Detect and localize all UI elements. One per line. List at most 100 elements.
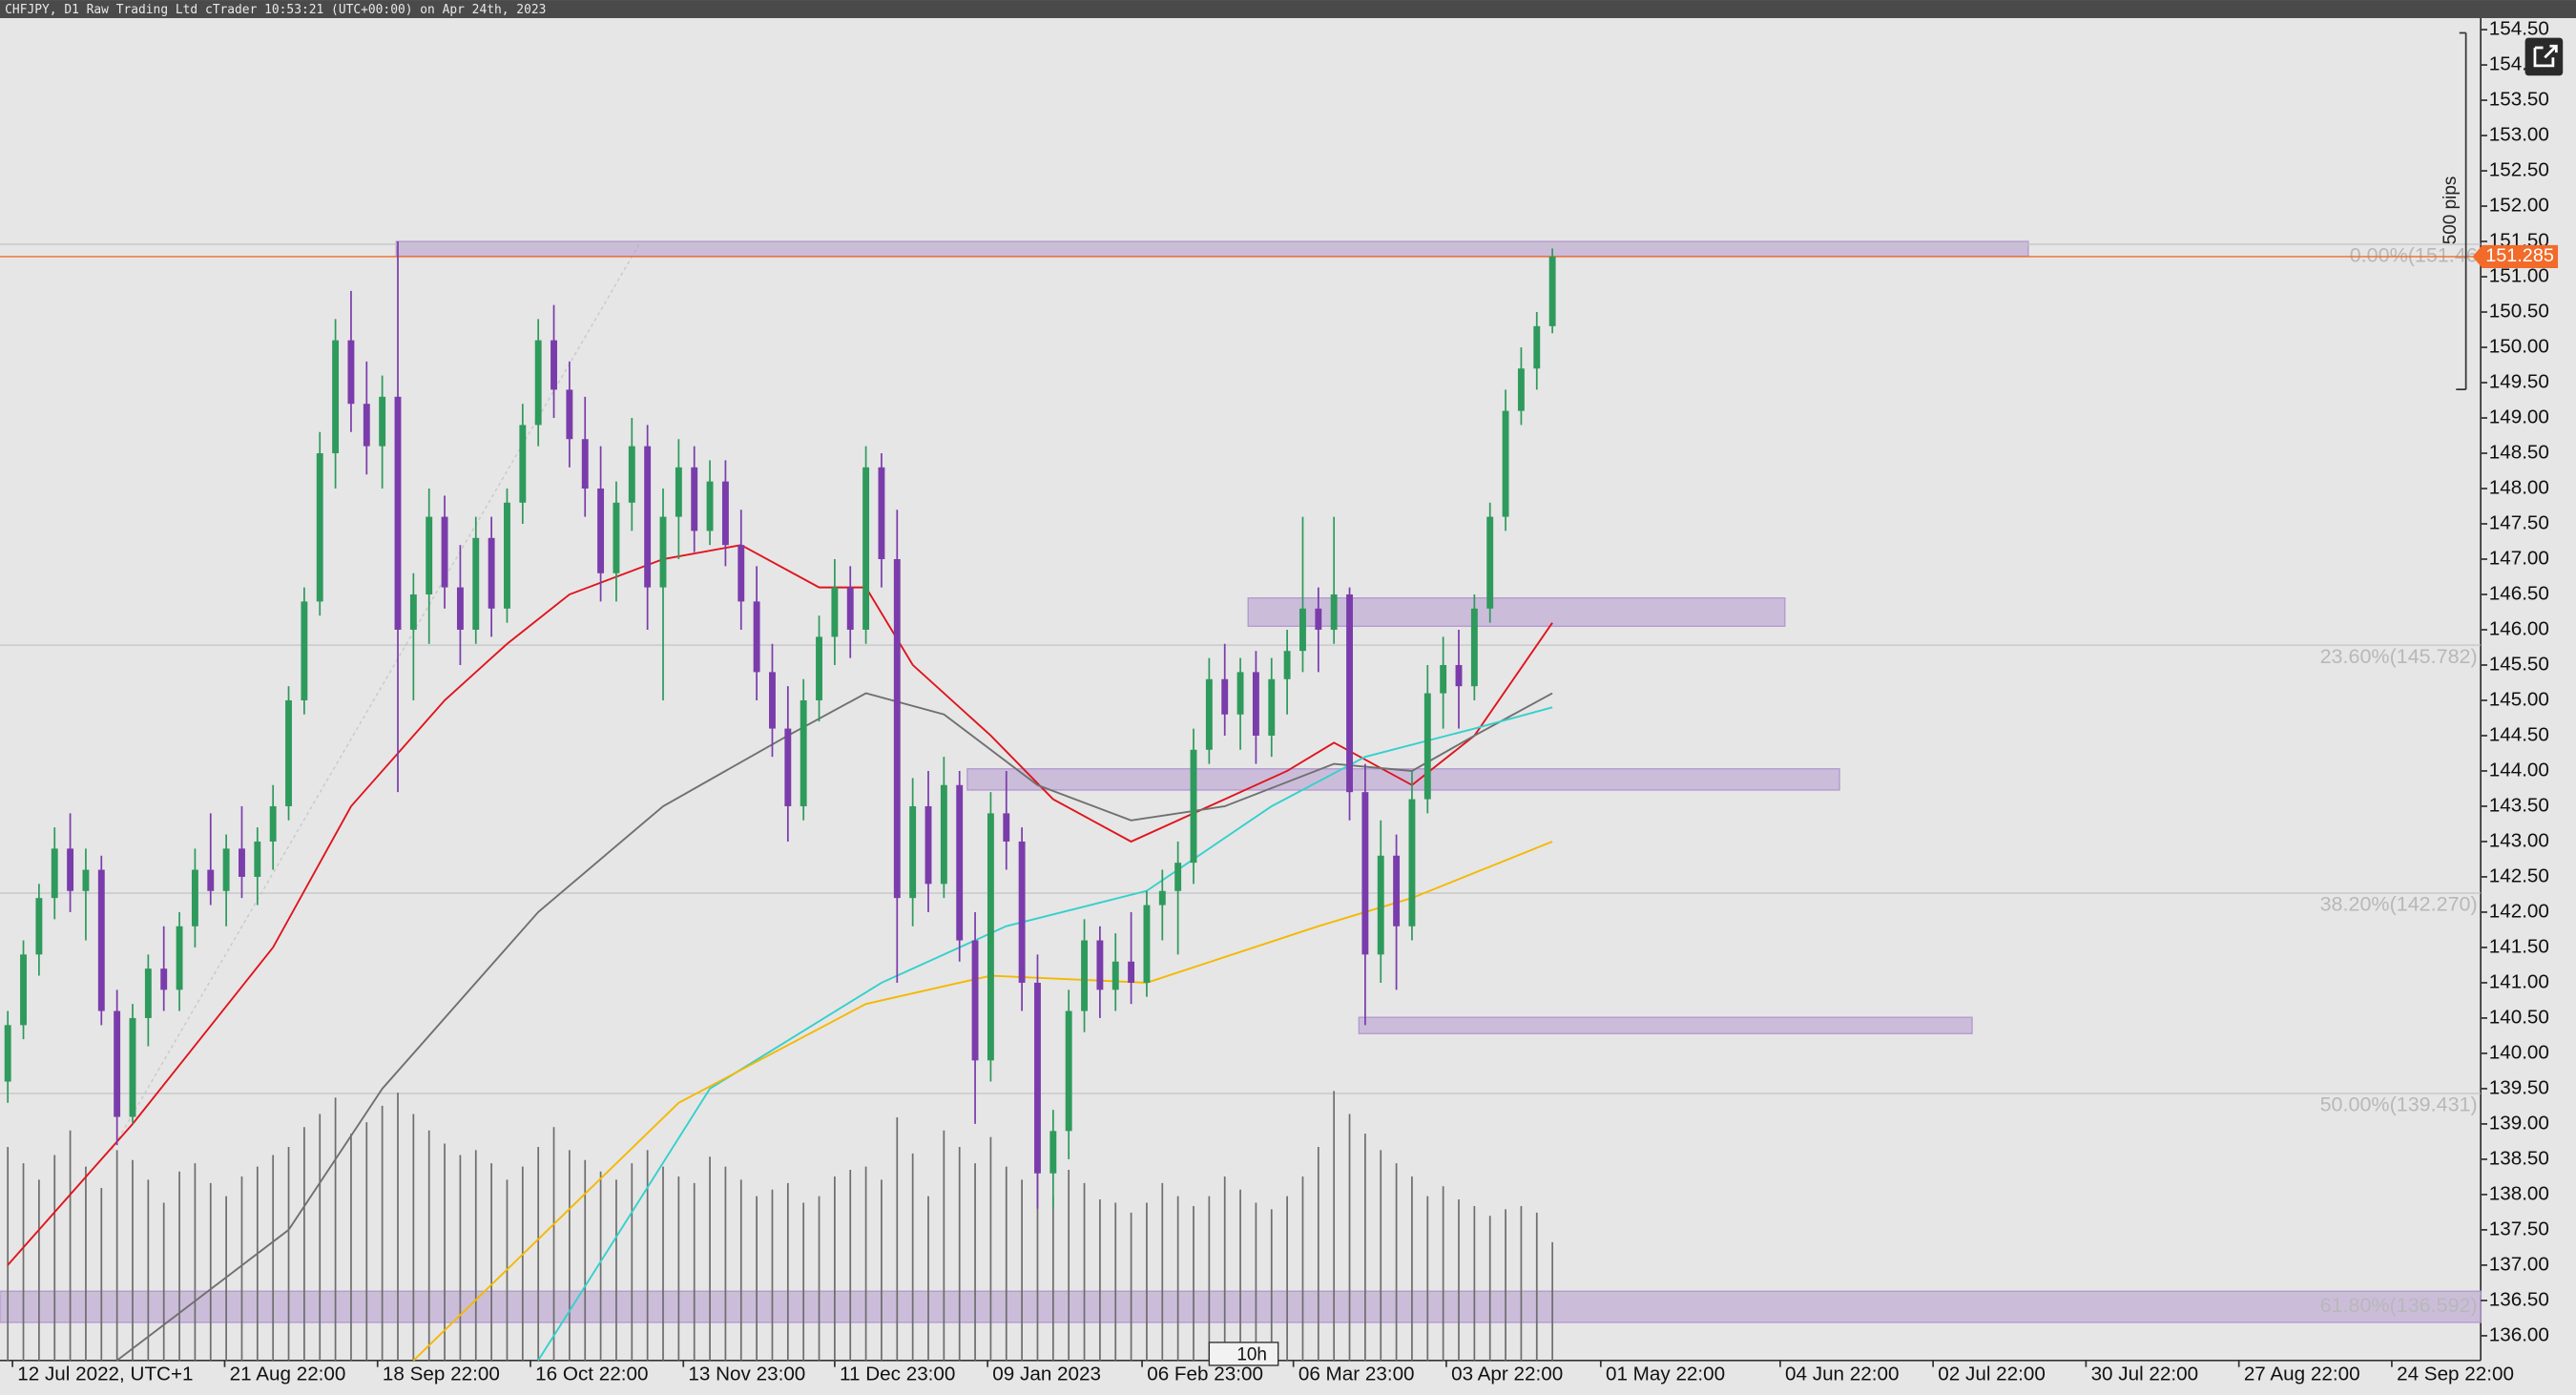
- candle-body: [1081, 940, 1088, 1011]
- countdown: 10h: [1236, 1345, 1267, 1365]
- x-tick-label: 27 Aug 22:00: [2244, 1364, 2360, 1385]
- candle-body: [1346, 593, 1353, 793]
- x-tick-label: 09 Jan 2023: [992, 1364, 1101, 1385]
- y-tick-label: 147.50: [2489, 511, 2549, 533]
- candle-body: [1158, 890, 1166, 906]
- candle-body: [222, 848, 230, 891]
- candle-body: [1018, 841, 1026, 983]
- candle-body: [956, 784, 964, 941]
- candle-body: [82, 869, 90, 891]
- candle-body: [51, 848, 58, 899]
- candle-body: [924, 805, 932, 885]
- candle-body: [721, 481, 729, 546]
- x-tick-label: 02 Jul 22:00: [1938, 1364, 2046, 1385]
- fib-label: 61.80%(136.592): [2320, 1294, 2478, 1317]
- y-tick-label: 152.00: [2489, 194, 2549, 216]
- y-tick-label: 145.00: [2489, 688, 2549, 710]
- x-tick-label: 04 Jun 22:00: [1785, 1364, 1899, 1385]
- candle-body: [691, 467, 698, 531]
- y-tick-label: 139.00: [2489, 1112, 2549, 1134]
- candle-body: [1455, 664, 1463, 687]
- candle-body: [1283, 651, 1291, 679]
- y-tick-label: 145.50: [2489, 653, 2549, 675]
- candle-body: [1268, 678, 1276, 736]
- candle-body: [97, 869, 105, 1011]
- candle-body: [1470, 608, 1478, 687]
- candle-body: [316, 453, 323, 602]
- x-tick-label: 30 Jul 22:00: [2091, 1364, 2199, 1385]
- candle-body: [1111, 961, 1119, 990]
- candle-body: [129, 1017, 136, 1117]
- popout-button[interactable]: [2524, 37, 2564, 76]
- y-tick-label: 147.00: [2489, 547, 2549, 569]
- candle-body: [1315, 608, 1322, 630]
- moving-average: [537, 706, 1553, 1362]
- candle-body: [488, 537, 495, 609]
- candle-body: [35, 898, 43, 955]
- x-tick-label: 21 Aug 22:00: [230, 1364, 346, 1385]
- candle-body: [1548, 256, 1556, 326]
- header-title: CHFJPY, D1 Raw Trading Ltd cTrader 10:53…: [5, 3, 546, 17]
- y-tick-label: 149.00: [2489, 406, 2549, 427]
- candle-body: [706, 481, 714, 531]
- x-tick-label: 06 Mar 23:00: [1298, 1364, 1415, 1385]
- fib-trend-line: [111, 240, 642, 1151]
- y-tick-label: 148.50: [2489, 441, 2549, 463]
- y-tick-label: 141.00: [2489, 970, 2549, 992]
- candle-body: [504, 502, 510, 609]
- y-tick-label: 141.50: [2489, 935, 2549, 957]
- x-tick-label: 18 Sep 22:00: [383, 1364, 500, 1385]
- candle-body: [1299, 608, 1306, 652]
- candle-body: [784, 728, 792, 806]
- y-tick-label: 140.50: [2489, 1006, 2549, 1028]
- candle-body: [971, 940, 979, 1061]
- candle-body: [1486, 516, 1494, 609]
- candle-body: [1252, 672, 1259, 736]
- candle-body: [1065, 1010, 1072, 1132]
- candle-body: [191, 869, 198, 927]
- y-tick-label: 150.50: [2489, 300, 2549, 322]
- candle-body: [1361, 792, 1369, 955]
- candle-body: [472, 537, 480, 630]
- candle-body: [67, 848, 74, 891]
- candle-body: [1393, 855, 1401, 927]
- y-tick-label: 136.00: [2489, 1323, 2549, 1345]
- zone: [395, 240, 2029, 258]
- candle-body: [769, 672, 776, 729]
- y-tick-label: 138.50: [2489, 1147, 2549, 1169]
- fib-label: 0.00%(151.46: [2350, 244, 2478, 267]
- candle-body: [1533, 325, 1541, 369]
- plot-layer: 0.00%(151.46 23.60%(145.782) 38.20%(142.27…: [0, 240, 2482, 1362]
- candle-body: [1221, 678, 1229, 715]
- fib-label: 38.20%(142.270): [2320, 893, 2478, 916]
- x-tick-label: 01 May 22:00: [1606, 1364, 1725, 1385]
- candle-body: [1408, 799, 1416, 927]
- popout-icon[interactable]: [2533, 44, 2558, 68]
- candle-body: [379, 396, 386, 447]
- y-tick-label: 150.00: [2489, 335, 2549, 357]
- candle-body: [862, 467, 870, 630]
- candle-body: [1330, 593, 1338, 630]
- candle-body: [332, 340, 340, 454]
- price-tag: [2472, 244, 2559, 268]
- candle-body: [1128, 961, 1135, 983]
- candle-body: [301, 601, 308, 700]
- candle-body: [831, 587, 839, 637]
- candle-body: [1205, 678, 1213, 750]
- candle-body: [456, 587, 464, 630]
- y-tick-label: 153.50: [2489, 89, 2549, 111]
- x-tick-label: 16 Oct 22:00: [535, 1364, 648, 1385]
- candle-body: [940, 784, 947, 885]
- ruler-label: 500 pips: [2441, 177, 2461, 245]
- y-tick-label: 143.50: [2489, 794, 2549, 816]
- y-tick-label: 144.00: [2489, 759, 2549, 781]
- y-tick-label: 154.50: [2489, 18, 2549, 40]
- candle-body: [441, 516, 448, 588]
- candle-body: [613, 502, 620, 573]
- candle-body: [1003, 813, 1010, 842]
- zone: [1358, 1016, 1973, 1034]
- candle-body: [239, 848, 245, 877]
- candle-body: [1096, 940, 1104, 990]
